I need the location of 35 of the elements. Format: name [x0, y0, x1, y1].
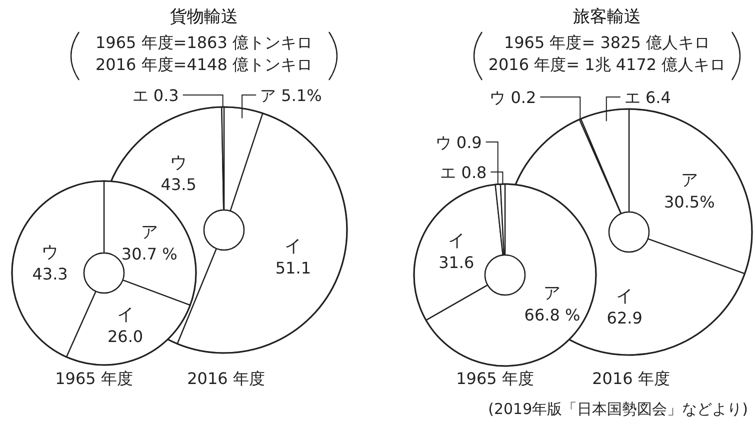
title: 旅客輸送 [573, 7, 641, 27]
category-label: イ [116, 304, 134, 325]
category-label: ウ [170, 152, 188, 173]
xlabel: 2016 年度 [592, 369, 670, 388]
data-label: エ 0.8 [440, 163, 487, 182]
value-label: 62.9 [606, 308, 642, 328]
data-label: エ 6.4 [624, 88, 671, 107]
data-label: ウ 0.2 [490, 88, 536, 107]
value-label: 26.0 [107, 326, 144, 346]
data-label: エ 0.3 [132, 86, 179, 105]
category-label: ウ [42, 242, 59, 262]
value-label: 66.8 % [524, 305, 580, 324]
category-label: ア [140, 222, 158, 243]
category-label: ア [544, 283, 561, 304]
subtitle: 2016 年度=4148 億トンキロ [96, 55, 312, 74]
annotation: (2019年版「日本国勢図会」などより) [488, 400, 748, 418]
xlabel: 1965 年度 [456, 369, 534, 388]
data-label: ウ 0.9 [435, 133, 482, 152]
subtitle: 1965 年度= 3825 億人キロ [504, 33, 710, 52]
value-label: 30.7 % [121, 244, 178, 264]
data-label: ア 5.1% [260, 86, 322, 105]
category-label: イ [284, 236, 302, 257]
category-label: ア [680, 170, 698, 191]
category-label: イ [448, 231, 465, 252]
value-label: 43.5 [160, 174, 196, 194]
category-label: イ [616, 286, 634, 307]
xlabel: 2016 年度 [187, 369, 265, 388]
value-label: 31.6 [438, 253, 474, 272]
subtitle: 2016 年度= 1兆 4172 億人キロ [488, 55, 726, 74]
xlabel: 1965 年度 [55, 369, 133, 388]
value-label: 30.5% [664, 192, 715, 212]
subtitle: 1965 年度=1863 億トンキロ [96, 33, 312, 52]
title: 貨物輸送 [170, 7, 238, 27]
value-label: 51.1 [275, 258, 311, 278]
value-label: 43.3 [32, 264, 68, 284]
